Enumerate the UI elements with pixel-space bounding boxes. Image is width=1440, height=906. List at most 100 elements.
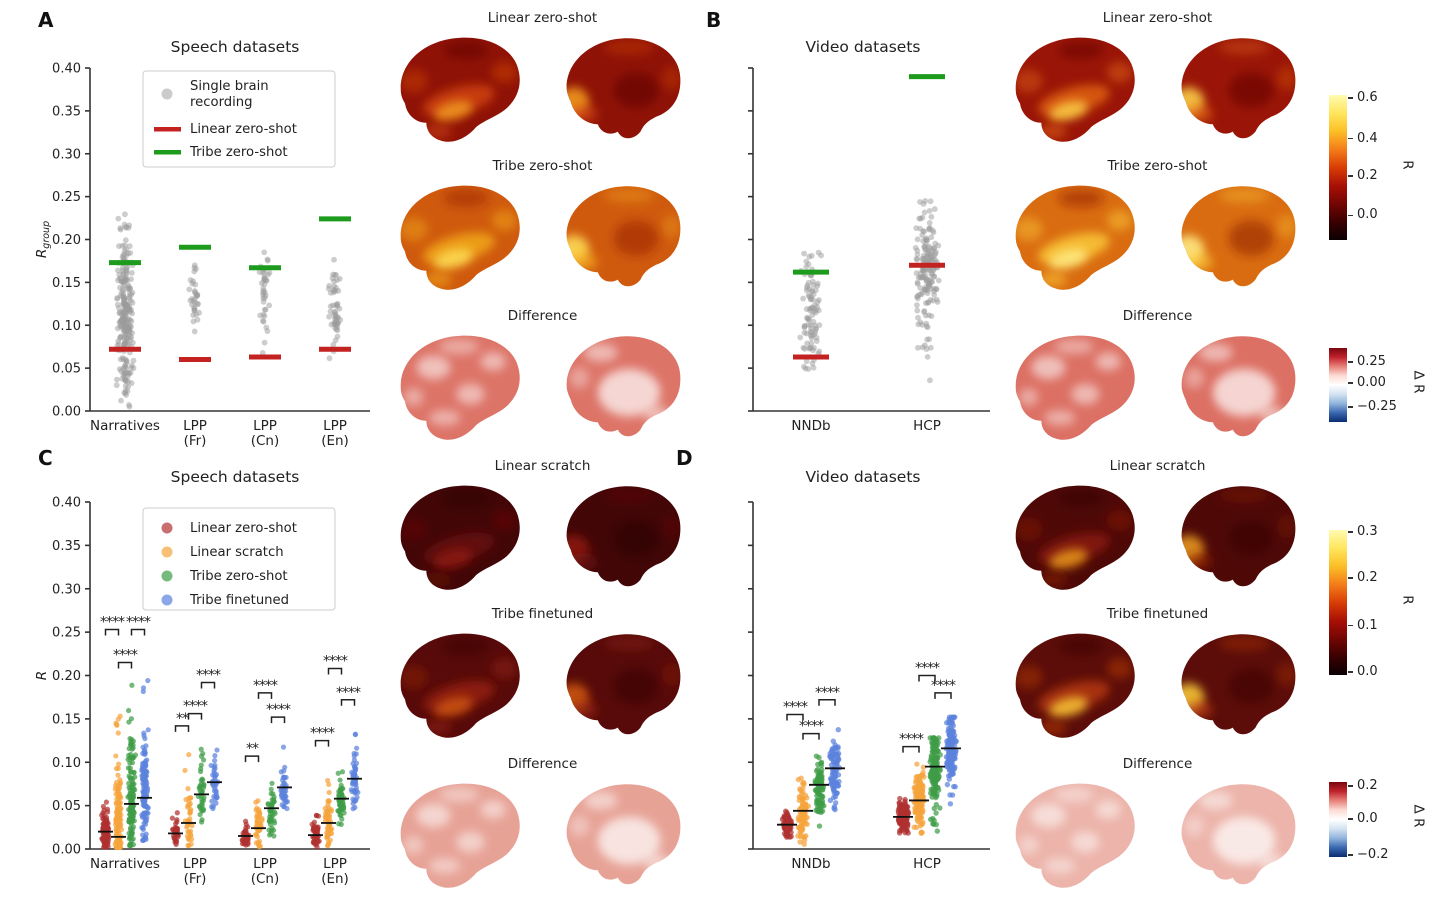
significance-bracket: **** xyxy=(253,678,279,699)
significance-bracket: **** xyxy=(183,699,209,720)
chart-speech-voxel-strip: Speech datasets 0.00 0.05 0.10 0.15 0.20 0.25 0… xyxy=(34,468,370,887)
significance-bracket: **** xyxy=(266,702,292,724)
x-category-label: LPP (Fr) xyxy=(183,418,207,449)
colorbar-tick-label: −0.25 xyxy=(1357,399,1397,415)
y-tick-label: 0.15 xyxy=(52,276,81,291)
overlay-mark-lines xyxy=(793,262,945,360)
colorbar-tick xyxy=(1348,382,1353,384)
significance-stars: **** xyxy=(815,685,840,701)
brain-row-title: Linear scratch xyxy=(494,458,591,474)
x-category-label: LPP (Cn) xyxy=(251,418,280,449)
chart-title: Speech datasets xyxy=(171,38,300,56)
median-lines xyxy=(124,793,349,810)
colorbar-tick xyxy=(1348,624,1353,627)
x-category-label: Narratives xyxy=(90,418,160,434)
legend: Linear zero-shot Linear scratch Tribe zero… xyxy=(142,507,336,611)
brain-row-title: Difference xyxy=(1122,308,1193,324)
colorbar-tick xyxy=(1348,785,1353,787)
colorbar-tick xyxy=(1348,361,1353,363)
chart-video-group-strip: Video datasets NNDb HCP xyxy=(748,38,990,434)
brain-row-title: Tribe finetuned xyxy=(1106,606,1209,622)
colorbar-tick-label: −0.2 xyxy=(1357,846,1389,862)
significance-stars: ** xyxy=(246,741,259,757)
y-tick-label: 0.25 xyxy=(52,626,81,641)
legend-label: Single brain xyxy=(190,79,269,94)
median-lines xyxy=(809,765,945,786)
y-tick-label: 0.30 xyxy=(52,147,81,162)
legend-label: Linear zero-shot xyxy=(190,521,297,536)
significance-stars: **** xyxy=(899,732,924,748)
x-category-label: LPP (Cn) xyxy=(251,856,280,887)
data-points xyxy=(99,677,361,850)
y-axis-label: R xyxy=(34,671,50,680)
colorbar-axis-label: Δ R xyxy=(1410,804,1427,828)
x-category-label: LPP (Fr) xyxy=(183,856,207,887)
y-tick-label: 0.40 xyxy=(52,62,81,77)
legend-marker-dot xyxy=(161,546,173,558)
colorbar-axis-label: R xyxy=(1399,595,1416,605)
brain-row-title: Linear zero-shot xyxy=(1102,10,1213,26)
x-category-label: NNDb xyxy=(791,856,830,872)
median-lines xyxy=(137,777,362,799)
legend-marker-line xyxy=(154,150,181,155)
colorbar-hot-0: 0.6 0.4 0.2 0.0 R xyxy=(1329,90,1440,240)
significance-stars: **** xyxy=(183,699,208,715)
brain-row-title: Tribe zero-shot xyxy=(1107,158,1208,174)
y-tick-label: 0.20 xyxy=(52,233,81,248)
significance-stars: **** xyxy=(783,700,808,716)
legend-marker-dot xyxy=(161,570,173,582)
axes xyxy=(85,501,370,850)
significance-stars: **** xyxy=(113,647,138,663)
overlay-mark-lines xyxy=(109,346,351,363)
colorbar-tick-label: 0.25 xyxy=(1357,354,1386,370)
legend-marker-dot xyxy=(161,522,173,534)
y-tick-label: 0.40 xyxy=(52,496,81,511)
colorbar-tick xyxy=(1348,671,1353,673)
brain-pair-hot xyxy=(400,37,681,142)
legend-label: Tribe finetuned xyxy=(189,593,289,608)
panel-label-a: A xyxy=(38,8,54,32)
significance-stars: ** xyxy=(176,711,189,727)
panel-label-d: D xyxy=(676,446,693,470)
y-tick-label: 0.05 xyxy=(52,362,81,377)
significance-stars: **** xyxy=(310,726,335,742)
legend-marker-line xyxy=(154,127,181,132)
colorbar-tick xyxy=(1348,175,1353,177)
colorbar-tick-label: 0.2 xyxy=(1357,569,1378,585)
x-category-label: NNDb xyxy=(791,418,830,434)
brain-pair-hot xyxy=(1015,485,1296,590)
significance-bracket: ** xyxy=(244,741,260,763)
significance-stars: **** xyxy=(196,667,221,683)
colorbar-tick-label: 0.0 xyxy=(1357,207,1378,223)
significance-bracket: **** xyxy=(310,726,336,747)
brain-row-title: Difference xyxy=(507,756,578,772)
panel-label-b: B xyxy=(706,8,722,32)
significance-bracket: **** xyxy=(799,719,825,740)
x-category-label: HCP xyxy=(913,856,941,872)
colorbar-axis-label: Δ R xyxy=(1410,370,1427,394)
significance-stars: **** xyxy=(931,678,956,694)
brain-pair-hot xyxy=(400,633,681,738)
colorbar-tick-label: 0.2 xyxy=(1357,168,1378,184)
colorbar-tick-label: 0.0 xyxy=(1357,810,1378,826)
y-tick-label: 0.20 xyxy=(52,669,81,684)
colorbar-gradient xyxy=(1329,530,1347,675)
x-category-label: Narratives xyxy=(90,856,160,872)
significance-bracket: **** xyxy=(783,700,809,721)
y-tick-label: 0.30 xyxy=(52,582,81,597)
colorbar-tick xyxy=(1348,137,1353,140)
colorbar-gradient xyxy=(1329,782,1347,857)
median-lines xyxy=(793,799,929,812)
significance-bracket: **** xyxy=(915,661,941,682)
brain-pair-diff xyxy=(1015,335,1296,440)
brain-pair-hot xyxy=(1015,185,1296,290)
brain-row-title: Linear zero-shot xyxy=(487,10,598,26)
x-category-label: LPP (En) xyxy=(321,856,349,887)
brain-row-title: Linear scratch xyxy=(1109,458,1206,474)
y-tick-label: 0.10 xyxy=(52,756,81,771)
median-lines xyxy=(777,816,913,826)
chart-title: Speech datasets xyxy=(171,468,300,486)
median-lines xyxy=(98,830,323,837)
colorbar-tick-label: 0.3 xyxy=(1357,524,1378,540)
